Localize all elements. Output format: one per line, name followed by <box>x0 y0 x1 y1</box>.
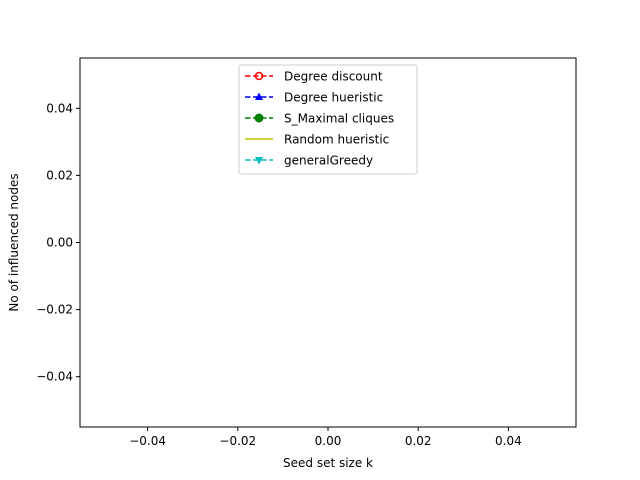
x-tick-label: 0.02 <box>405 434 432 448</box>
x-tick-label: −0.04 <box>129 434 166 448</box>
legend-label: Random hueristic <box>284 133 389 147</box>
legend-entry: S_Maximal cliques <box>245 112 394 126</box>
legend-entry: Degree discount <box>245 70 383 84</box>
x-tick-label: −0.02 <box>219 434 256 448</box>
marker-circle <box>254 113 264 123</box>
y-tick-label: −0.02 <box>36 303 73 317</box>
y-axis-label: No of influenced nodes <box>7 173 21 311</box>
x-axis: −0.04 −0.02 0.00 0.02 0.04 <box>129 427 522 448</box>
legend-label: Degree hueristic <box>284 91 383 105</box>
marker-triangle-up <box>255 92 263 100</box>
plot-frame <box>79 57 577 428</box>
x-tick-label: 0.04 <box>495 434 522 448</box>
legend-label: generalGreedy <box>284 154 373 168</box>
legend-entry: Random hueristic <box>245 133 389 147</box>
legend-box <box>238 64 418 175</box>
x-axis-label: Seed set size k <box>283 456 373 470</box>
legend-entry: generalGreedy <box>245 154 373 168</box>
marker-triangle-down <box>255 157 263 165</box>
legend-label: S_Maximal cliques <box>284 112 394 126</box>
y-tick-label: 0.02 <box>46 168 73 182</box>
y-tick-label: 0.04 <box>46 101 73 115</box>
y-tick-label: −0.04 <box>36 370 73 384</box>
y-tick-label: 0.00 <box>46 236 73 250</box>
x-tick-label: 0.00 <box>315 434 342 448</box>
legend-entry: Degree hueristic <box>245 91 383 105</box>
legend: Degree discount Degree hueristic S_Maximal… <box>238 64 418 175</box>
legend-label: Degree discount <box>284 70 383 84</box>
marker-circle-open <box>254 71 264 81</box>
y-axis: −0.04 −0.02 0.00 0.02 0.04 <box>36 101 80 384</box>
